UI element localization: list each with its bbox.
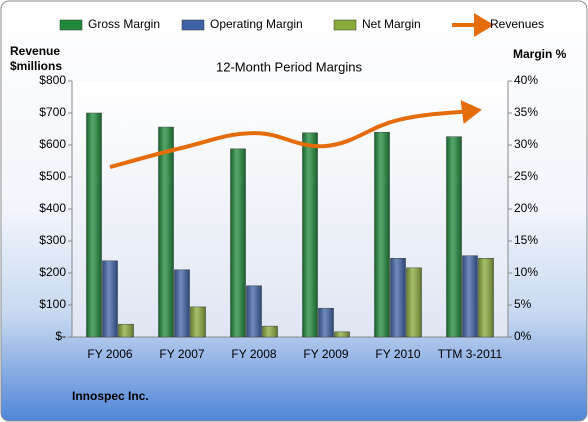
y2-axis-title: Margin %	[513, 47, 567, 61]
legend: Gross Margin Operating Margin Net Margin Re…	[59, 13, 544, 37]
bar-group	[390, 258, 406, 338]
legend-swatch	[181, 19, 205, 31]
legend-swatch	[59, 19, 83, 31]
bar-group	[102, 260, 118, 338]
y2-tick-label: 15%	[514, 233, 538, 247]
y-tick-label: $-	[55, 329, 66, 343]
bar-group	[406, 267, 422, 338]
note: Innospec Inc.	[72, 389, 149, 403]
bar-shade	[446, 136, 462, 337]
x-tick-label: FY 2008	[231, 347, 276, 361]
y-tick-label: $100	[39, 297, 66, 311]
plot-area	[72, 81, 508, 337]
legend-label: Operating Margin	[210, 17, 303, 31]
bar-shade	[478, 258, 494, 337]
y-tick-label: $200	[39, 265, 66, 279]
bar-shade	[246, 285, 262, 337]
bar-group	[246, 285, 262, 338]
bar-group	[174, 269, 190, 338]
x-tick-label: TTM 3-2011	[438, 347, 503, 361]
bar-shade	[102, 260, 118, 337]
bar-group	[190, 306, 206, 338]
bar-group	[478, 258, 494, 338]
chart-title: 12-Month Period Margins	[216, 59, 362, 74]
bar-shade	[262, 326, 278, 337]
legend-label: Net Margin	[362, 17, 421, 31]
bar-shade	[390, 258, 406, 337]
bar-group	[446, 136, 462, 338]
bar-shade	[406, 267, 422, 337]
bar-group	[118, 323, 134, 338]
y-tick-label: $600	[39, 137, 66, 151]
legend-label: Revenues	[490, 17, 544, 31]
y2-tick-label: 25%	[514, 169, 538, 183]
bar-shade	[118, 324, 134, 337]
bar-shade	[334, 331, 350, 337]
bar-group	[334, 331, 350, 338]
bar-group	[302, 132, 318, 338]
bar-group	[262, 325, 278, 338]
x-tick-label: FY 2006	[87, 347, 132, 361]
bar-group	[374, 131, 390, 338]
y2-tick-label: 40%	[514, 73, 538, 87]
bar-group	[318, 307, 334, 338]
y-tick-label: $300	[39, 233, 66, 247]
line	[109, 100, 482, 170]
legend-label: Gross Margin	[88, 17, 160, 31]
y2-tick-label: 10%	[514, 265, 538, 279]
y-axis-title: $millions	[10, 59, 62, 73]
y-tick-label: $700	[39, 105, 66, 119]
bar-shade	[86, 113, 102, 337]
y-tick-label: $500	[39, 169, 66, 183]
bar-shade	[462, 255, 478, 337]
legend-swatch	[333, 19, 357, 31]
bar-group	[230, 148, 246, 338]
bar-shade	[318, 308, 334, 337]
bar-group	[158, 126, 174, 338]
bar-shade	[374, 132, 390, 337]
y2-tick-label: 30%	[514, 137, 538, 151]
bar-group	[462, 255, 478, 338]
bar-shade	[158, 127, 174, 337]
y-axis-title: Revenue	[10, 44, 60, 58]
x-tick-label: FY 2007	[159, 347, 204, 361]
y-tick-label: $800	[39, 73, 66, 87]
x-tick-label: FY 2009	[303, 347, 348, 361]
y2-tick-label: 0%	[514, 329, 532, 343]
y-tick-label: $400	[39, 201, 66, 215]
bar-group	[86, 112, 102, 338]
bar-shade	[230, 148, 246, 337]
y2-tick-label: 35%	[514, 105, 538, 119]
x-tick-label: FY 2010	[375, 347, 420, 361]
bar-shade	[302, 132, 318, 337]
y2-tick-label: 5%	[514, 297, 532, 311]
bar-shade	[174, 269, 190, 337]
y2-tick-label: 20%	[514, 201, 538, 215]
bar-shade	[190, 306, 206, 337]
